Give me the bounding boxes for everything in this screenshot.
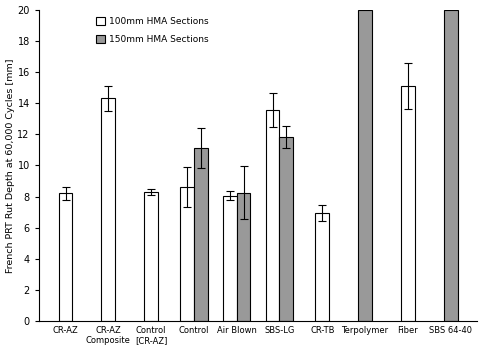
Bar <box>101 98 115 321</box>
Bar <box>315 213 329 321</box>
Bar <box>180 187 194 321</box>
Bar <box>223 196 237 321</box>
Bar <box>444 9 457 321</box>
Bar <box>401 86 415 321</box>
Y-axis label: French PRT Rut Depth at 60,000 Cycles [mm]: French PRT Rut Depth at 60,000 Cycles [m… <box>6 58 14 273</box>
Bar <box>144 192 158 321</box>
Bar <box>266 110 280 321</box>
Bar <box>358 9 372 321</box>
Bar <box>58 193 72 321</box>
Bar <box>194 148 208 321</box>
Legend: 100mm HMA Sections, 150mm HMA Sections: 100mm HMA Sections, 150mm HMA Sections <box>96 17 209 44</box>
Bar <box>237 193 250 321</box>
Bar <box>280 137 293 321</box>
